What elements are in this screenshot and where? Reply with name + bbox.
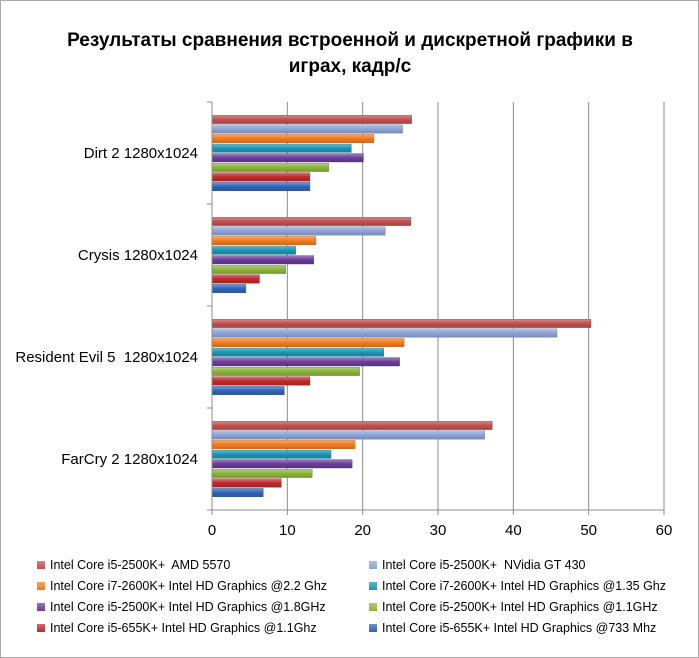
bar-1-7 <box>211 284 247 293</box>
legend-swatch <box>37 603 45 611</box>
legend-label: Intel Core i5-655K+ Intel HD Graphics @1… <box>50 621 317 635</box>
x-tick-label: 30 <box>430 522 447 539</box>
bar-1-4 <box>211 255 314 265</box>
chart-title-line-2: играх, кадр/с <box>289 56 412 77</box>
bar-3-0 <box>211 421 493 430</box>
bar-2-0 <box>211 319 592 328</box>
legend-label: Intel Core i7-2600K+ Intel HD Graphics @… <box>50 579 328 593</box>
bar-1-2 <box>211 236 317 245</box>
legend-label: Intel Core i5-655K+ Intel HD Graphics @7… <box>382 621 657 635</box>
legend-item: Intel Core i7-2600K+ Intel HD Graphics @… <box>37 576 327 596</box>
legend-item: Intel Core i7-2600K+ Intel HD Graphics @… <box>369 576 666 596</box>
legend-label: Intel Core i5-2500K+ NVidia GT 430 <box>382 558 586 572</box>
bar-1-3 <box>211 245 296 255</box>
legend-label: Intel Core i5-2500K+ Intel HD Graphics @… <box>50 600 326 614</box>
x-tick-label: 50 <box>580 522 597 539</box>
bar-3-6 <box>211 478 282 488</box>
legend-swatch <box>37 561 45 569</box>
x-tick-label: 40 <box>505 522 522 539</box>
bar-0-4 <box>211 153 364 163</box>
legend-swatch <box>37 624 45 632</box>
category-label: Resident Evil 5 1280x1024 <box>15 349 198 366</box>
x-tick-label: 0 <box>208 522 216 539</box>
bar-1-0 <box>211 216 412 226</box>
legend-item: Intel Core i5-655K+ Intel HD Graphics @7… <box>369 618 656 638</box>
bar-3-1 <box>211 430 485 440</box>
bar-3-7 <box>211 488 264 497</box>
bar-3-5 <box>211 469 313 478</box>
bar-2-5 <box>211 367 360 376</box>
bar-0-5 <box>211 162 329 172</box>
legend-label: Intel Core i5-2500K+ Intel HD Graphics @… <box>382 600 658 614</box>
category-label: Dirt 2 1280x1024 <box>84 145 198 162</box>
bar-2-3 <box>211 347 384 357</box>
category-label: FarCry 2 1280x1024 <box>61 451 198 468</box>
bar-3-3 <box>211 449 332 459</box>
bar-2-6 <box>211 376 311 386</box>
x-tick-label: 10 <box>279 522 296 539</box>
legend-swatch <box>37 582 45 590</box>
legend-swatch <box>369 603 377 611</box>
legend-item: Intel Core i5-655K+ Intel HD Graphics @1… <box>37 618 317 638</box>
category-label: Crysis 1280x1024 <box>78 247 198 264</box>
x-tick-label: 60 <box>656 522 673 539</box>
bar-2-1 <box>211 328 558 338</box>
x-tick-label: 20 <box>354 522 371 539</box>
legend-swatch <box>369 561 377 569</box>
legend-item: Intel Core i5-2500K+ NVidia GT 430 <box>369 555 585 575</box>
bar-0-3 <box>211 143 352 153</box>
bar-2-2 <box>211 338 405 347</box>
chart-title-line-1: Результаты сравнения встроенной и дискре… <box>67 30 633 51</box>
bar-0-7 <box>211 182 311 191</box>
legend-item: Intel Core i5-2500K+ Intel HD Graphics @… <box>37 597 326 617</box>
bar-1-6 <box>211 274 260 284</box>
bar-3-4 <box>211 459 353 469</box>
legend-label: Intel Core i5-2500K+ AMD 5570 <box>50 558 231 572</box>
legend-item: Intel Core i5-2500K+ AMD 5570 <box>37 555 230 575</box>
legend-label: Intel Core i7-2600K+ Intel HD Graphics @… <box>382 579 667 593</box>
legend-swatch <box>369 624 377 632</box>
bar-0-1 <box>211 124 403 134</box>
bar-3-2 <box>211 440 356 449</box>
bar-0-0 <box>211 114 412 124</box>
bar-1-1 <box>211 226 386 236</box>
bar-chart: Результаты сравнения встроенной и дискре… <box>15 30 673 539</box>
bar-0-2 <box>211 134 375 143</box>
bar-2-7 <box>211 386 285 395</box>
bar-0-6 <box>211 172 311 182</box>
legend-swatch <box>369 582 377 590</box>
bar-2-4 <box>211 357 400 367</box>
bar-1-5 <box>211 265 287 274</box>
legend-item: Intel Core i5-2500K+ Intel HD Graphics @… <box>369 597 658 617</box>
